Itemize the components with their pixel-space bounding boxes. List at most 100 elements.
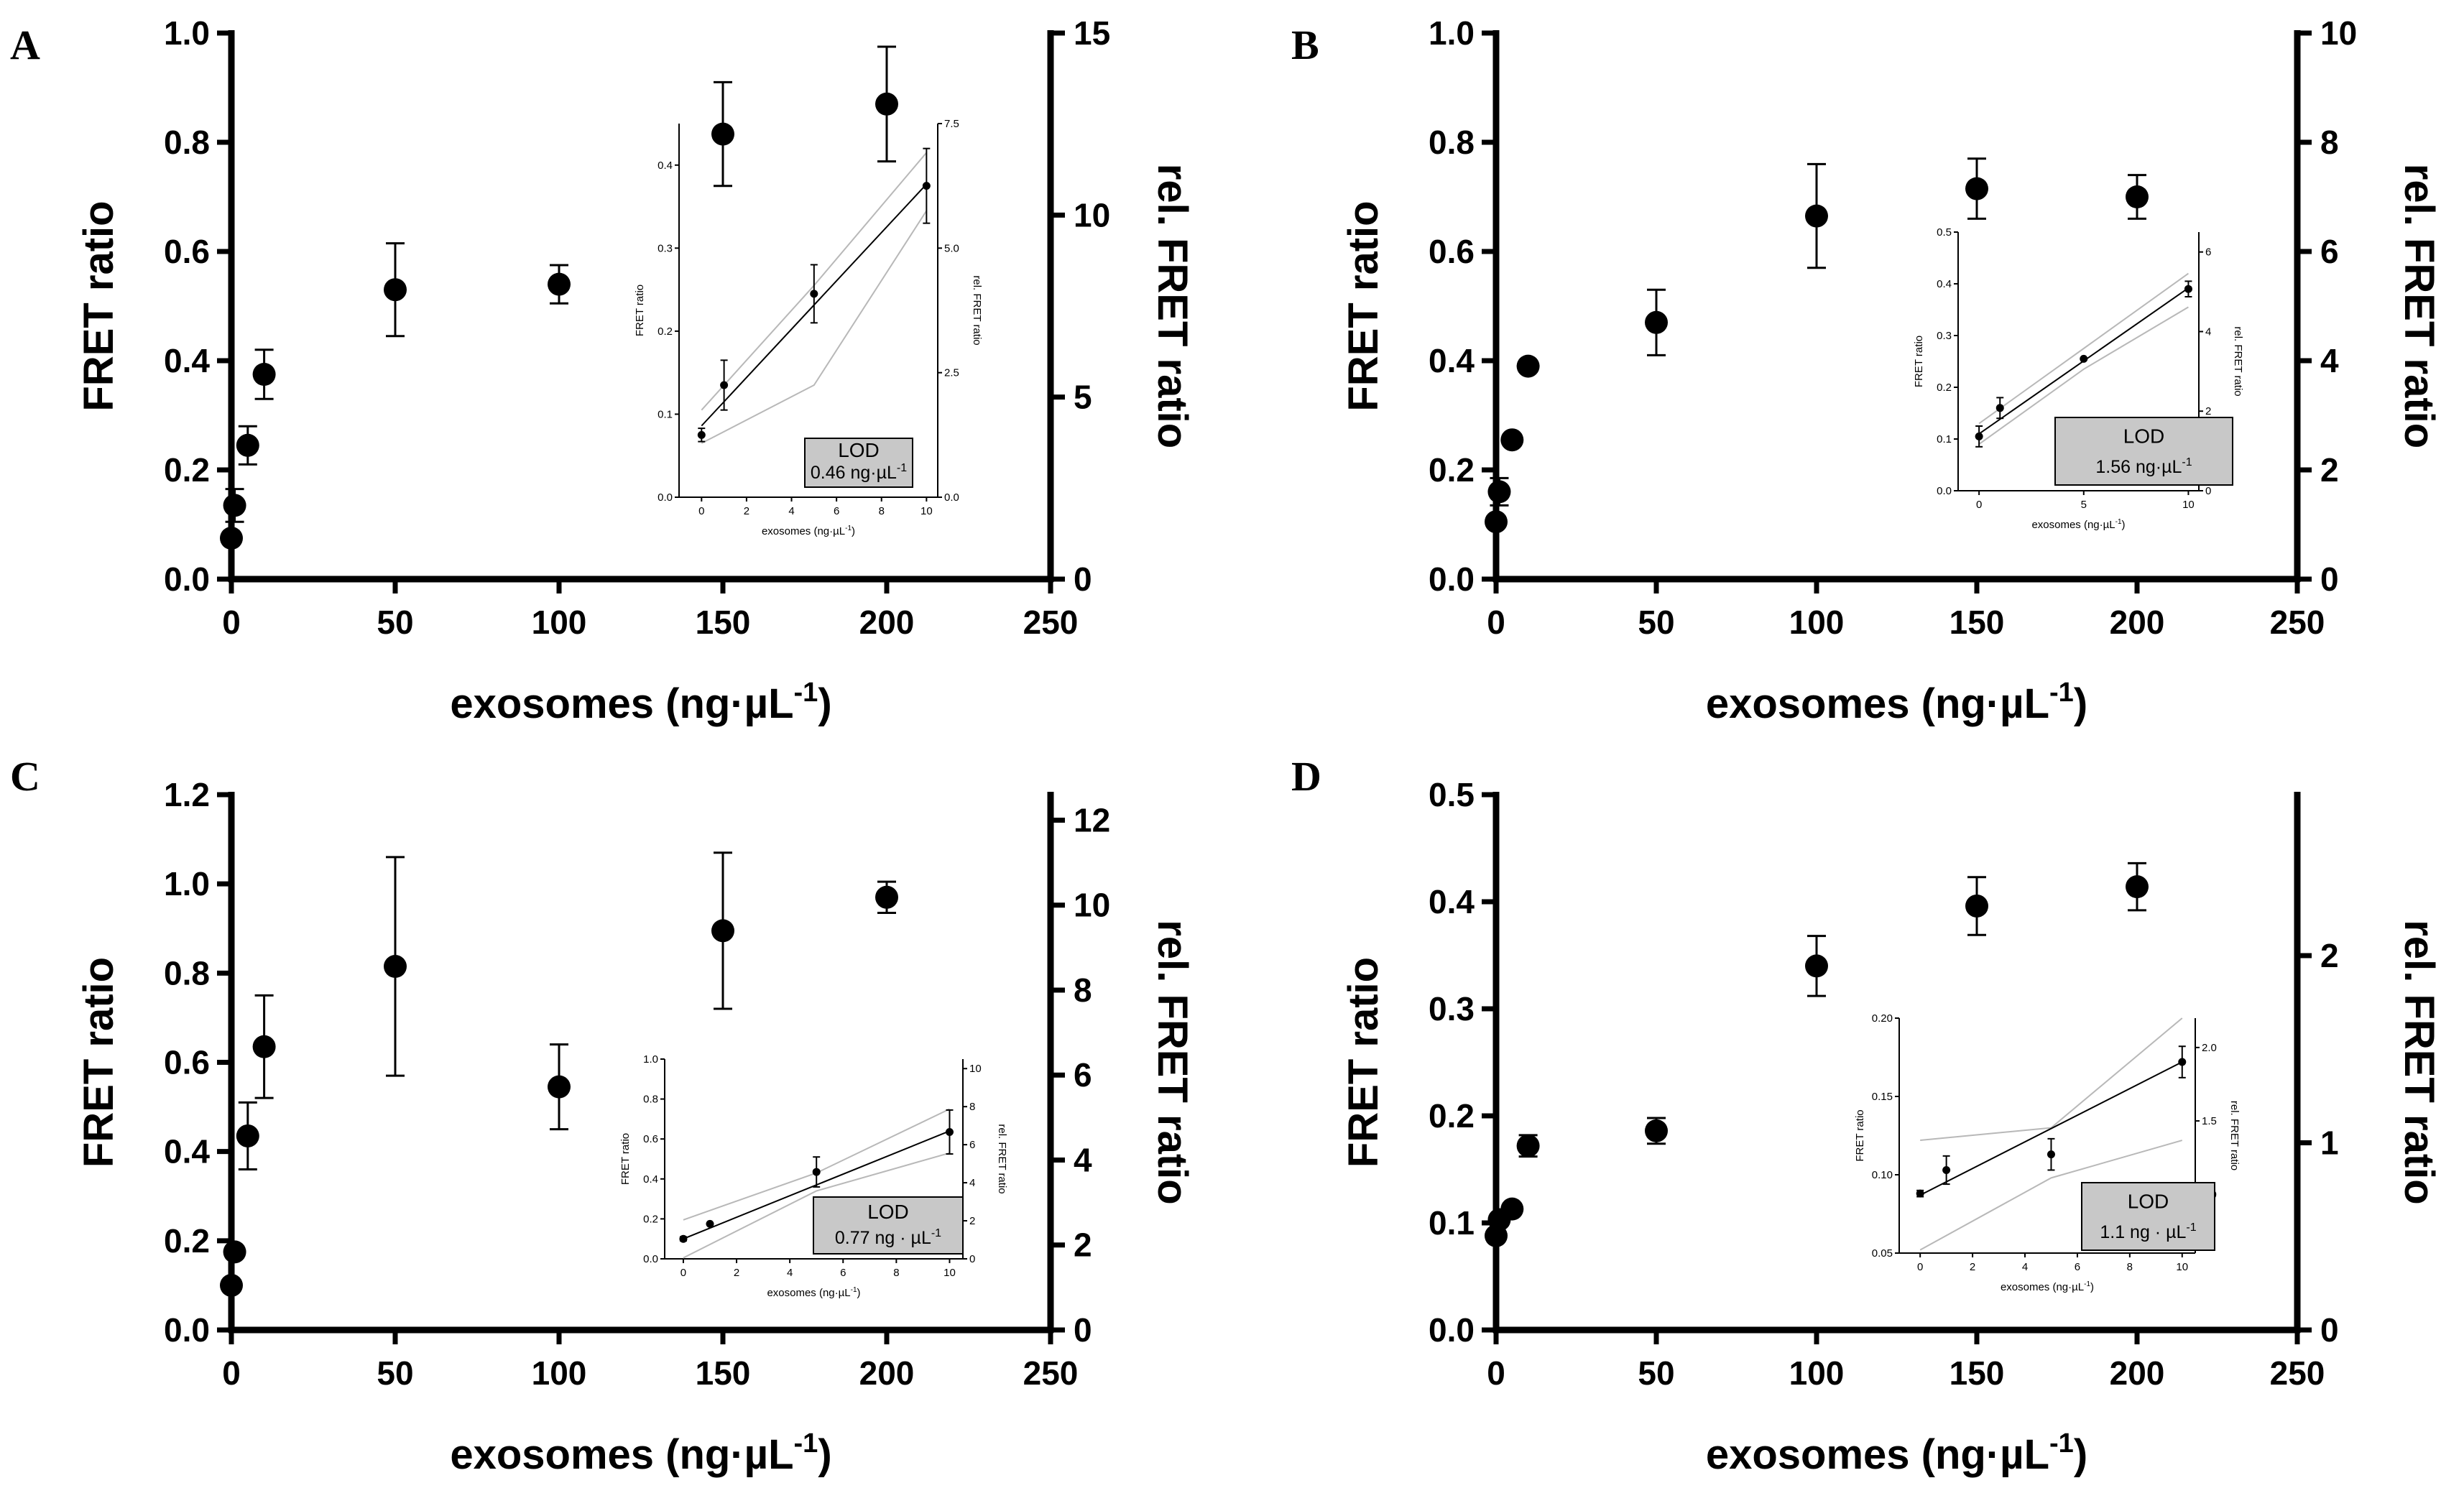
- panel-a-point: [384, 278, 407, 302]
- panel-a-x-tick-label: 150: [696, 604, 751, 641]
- panel-c-inset-y2-title: rel. FRET ratio: [996, 1124, 1008, 1193]
- panel-a-x-tick-label: 250: [1023, 604, 1079, 641]
- panel-a-y2-tick-label: 15: [1074, 14, 1110, 52]
- panel-c-y2-title: rel. FRET ratio: [1149, 920, 1196, 1204]
- panel-b-y-tick-label: 0.0: [1429, 560, 1475, 598]
- panel-d-inset-x-tick-label: 10: [2176, 1261, 2188, 1273]
- panel-a-lod-box: [804, 438, 913, 488]
- panel-b-y-tick-label: 0.2: [1429, 451, 1475, 489]
- panel-a-inset-y-title-main: FRET ratio: [634, 285, 646, 336]
- panel-a-x-title-sup: -1: [794, 678, 818, 708]
- panel-c-y2-tick-label: 4: [1074, 1141, 1092, 1178]
- panel-c-inset: 0 2 4 6 8 10 0.0 0.2 0.4 0.6 0.8 1.0 0 2 4 6 8 10 LOD 0.77 …: [619, 1053, 1008, 1299]
- panel-b-inset-x-tick-label: 10: [2182, 499, 2195, 511]
- panel-c-x-tick-label: 150: [696, 1354, 751, 1392]
- panel-d-lod-value-main: 1.1 ng · µL: [2100, 1222, 2186, 1242]
- panel-c: C0 50 100 150 200 2500.00.20.40.60.81.01.2024…: [10, 753, 1196, 1478]
- panel-b-inset-ci-lower: [1978, 306, 2189, 445]
- panel-d-inset-y-tick-label: 0.20: [1872, 1012, 1893, 1025]
- panel-c-inset-y2-tick-label: 6: [969, 1139, 975, 1151]
- panel-c-inset-x-tick-label: 2: [734, 1267, 739, 1279]
- panel-d-inset-x-tick-label: 6: [2075, 1261, 2080, 1273]
- panel-d-x-tick-label: 50: [1638, 1354, 1674, 1392]
- panel-c-inset-point: [706, 1219, 714, 1228]
- panel-a-x-tick-label: 50: [377, 604, 413, 641]
- panel-a-y-tick-label: 0.2: [164, 451, 210, 489]
- panel-d-y-tick-label: 0.3: [1429, 990, 1475, 1027]
- panel-b-inset-y2-title-main: rel. FRET ratio: [2232, 326, 2244, 396]
- panel-c-inset-x-title: exosomes (ng·µL-1): [767, 1286, 860, 1299]
- panel-c-inset-point: [679, 1234, 688, 1243]
- panel-a-x-title: exosomes (ng·µL-1): [450, 678, 831, 727]
- panel-a-label: A: [10, 22, 40, 68]
- panel-b-inset-y-tick-label: 0.0: [1937, 485, 1952, 497]
- panel-a-inset-y-tick-label: 0.0: [657, 491, 673, 504]
- panel-a-x-tick-label: 100: [532, 604, 587, 641]
- panel-b-y-tick-label: 0.8: [1429, 124, 1475, 161]
- panel-a-lod-title: LOD: [838, 439, 880, 461]
- panel-b-inset-y-tick-label: 0.3: [1937, 330, 1952, 342]
- panel-c-y2-tick-label: 0: [1074, 1311, 1092, 1349]
- panel-b-x-title: exosomes (ng·µL-1): [1706, 678, 2087, 727]
- panel-b-inset-y2-tick-label: 4: [2205, 325, 2211, 338]
- panel-a-inset-x-tick-label: 0: [698, 505, 704, 517]
- panel-c-x-tick-label: 0: [222, 1354, 241, 1392]
- panel-d-inset-ci-lower: [1919, 1140, 2183, 1251]
- panel-c-lod-box: [813, 1196, 964, 1255]
- panel-d-point: [1805, 954, 1828, 978]
- panel-b-inset-y-tick-label: 0.4: [1937, 278, 1952, 290]
- panel-b-x-title-end: ): [2074, 680, 2087, 727]
- panel-c-inset-x-tick-label: 4: [787, 1267, 793, 1279]
- panel-b-x-tick-label: 100: [1789, 604, 1845, 641]
- panel-d-inset-x-title-sup: -1: [2084, 1280, 2090, 1288]
- panel-c-x-title: exosomes (ng·µL-1): [450, 1428, 831, 1478]
- panel-a-y-tick-label: 1.0: [164, 14, 210, 52]
- panel-c-lod-value: 0.77 ng · µL-1: [835, 1227, 941, 1248]
- panel-d-x-title: exosomes (ng·µL-1): [1706, 1428, 2087, 1478]
- panel-d-label: D: [1291, 753, 1321, 800]
- panel-d-x-tick-label: 250: [2270, 1354, 2325, 1392]
- panel-c-inset-x-title-sup: -1: [851, 1286, 857, 1294]
- panel-b-x-tick-label: 50: [1638, 604, 1674, 641]
- panel-a-inset-point: [697, 430, 706, 439]
- panel-b-y2-tick-label: 8: [2320, 124, 2339, 161]
- panel-a-y2-title: rel. FRET ratio: [1149, 164, 1196, 448]
- panel-d-inset-y2-title: rel. FRET ratio: [2228, 1101, 2241, 1170]
- panel-a-lod-value-sup: -1: [897, 462, 907, 474]
- panel-d-inset-x-title: exosomes (ng·µL-1): [2001, 1280, 2094, 1293]
- panel-b-point: [1965, 177, 1988, 200]
- panel-b-point: [1485, 510, 1508, 534]
- panel-a-y-title-main: FRET ratio: [75, 200, 122, 411]
- panel-d-point: [1516, 1134, 1540, 1158]
- panel-d-inset-point: [2178, 1058, 2187, 1066]
- panel-c-inset-y2-tick-label: 4: [969, 1177, 975, 1189]
- panel-d-lod-title: LOD: [2128, 1191, 2169, 1213]
- panel-a-lod-value-main: 0.46 ng·µL: [811, 463, 897, 483]
- panel-a-x-tick-label: 0: [222, 604, 241, 641]
- panel-a-inset-y-title: FRET ratio: [634, 285, 646, 336]
- panel-d-lod-value-sup: -1: [2186, 1221, 2196, 1234]
- panel-c-point: [220, 1273, 243, 1297]
- panel-d-inset-x-tick-label: 8: [2127, 1261, 2133, 1273]
- panel-b-y2-title-main: rel. FRET ratio: [2396, 164, 2442, 448]
- panel-c-y-tick-label: 0.0: [164, 1311, 210, 1349]
- panel-b-lod-value-main: 1.56 ng·µL: [2095, 457, 2182, 477]
- panel-a-inset: 0 2 4 6 8 10 0.0 0.1 0.2 0.3 0.4 0.0 2.5 5.0 7.5 LOD0.4…: [634, 118, 983, 537]
- panel-b-label: B: [1291, 22, 1319, 68]
- panel-d-y-title-main: FRET ratio: [1340, 957, 1387, 1168]
- panel-a-y2-tick-label: 10: [1074, 196, 1110, 234]
- panel-d-point: [1645, 1119, 1668, 1142]
- panel-d-inset-x-tick-label: 4: [2022, 1261, 2028, 1273]
- panel-c-x-title-sup: -1: [794, 1428, 818, 1459]
- panel-d-inset-y-tick-label: 0.15: [1872, 1091, 1893, 1103]
- panel-c-point: [875, 885, 898, 909]
- panel-d-y-tick-label: 0.4: [1429, 883, 1475, 920]
- panel-d-inset-y2-tick-label: 1.5: [2202, 1115, 2217, 1127]
- panel-b-inset-point: [2184, 285, 2192, 293]
- panel-a-inset-y2-title: rel. FRET ratio: [971, 275, 983, 345]
- panel-d-y-tick-label: 0.0: [1429, 1311, 1475, 1349]
- panel-d-inset-fit-line: [1919, 1061, 2183, 1196]
- panel-d-inset-y-title: FRET ratio: [1854, 1109, 1866, 1161]
- panel-a-point: [236, 433, 259, 457]
